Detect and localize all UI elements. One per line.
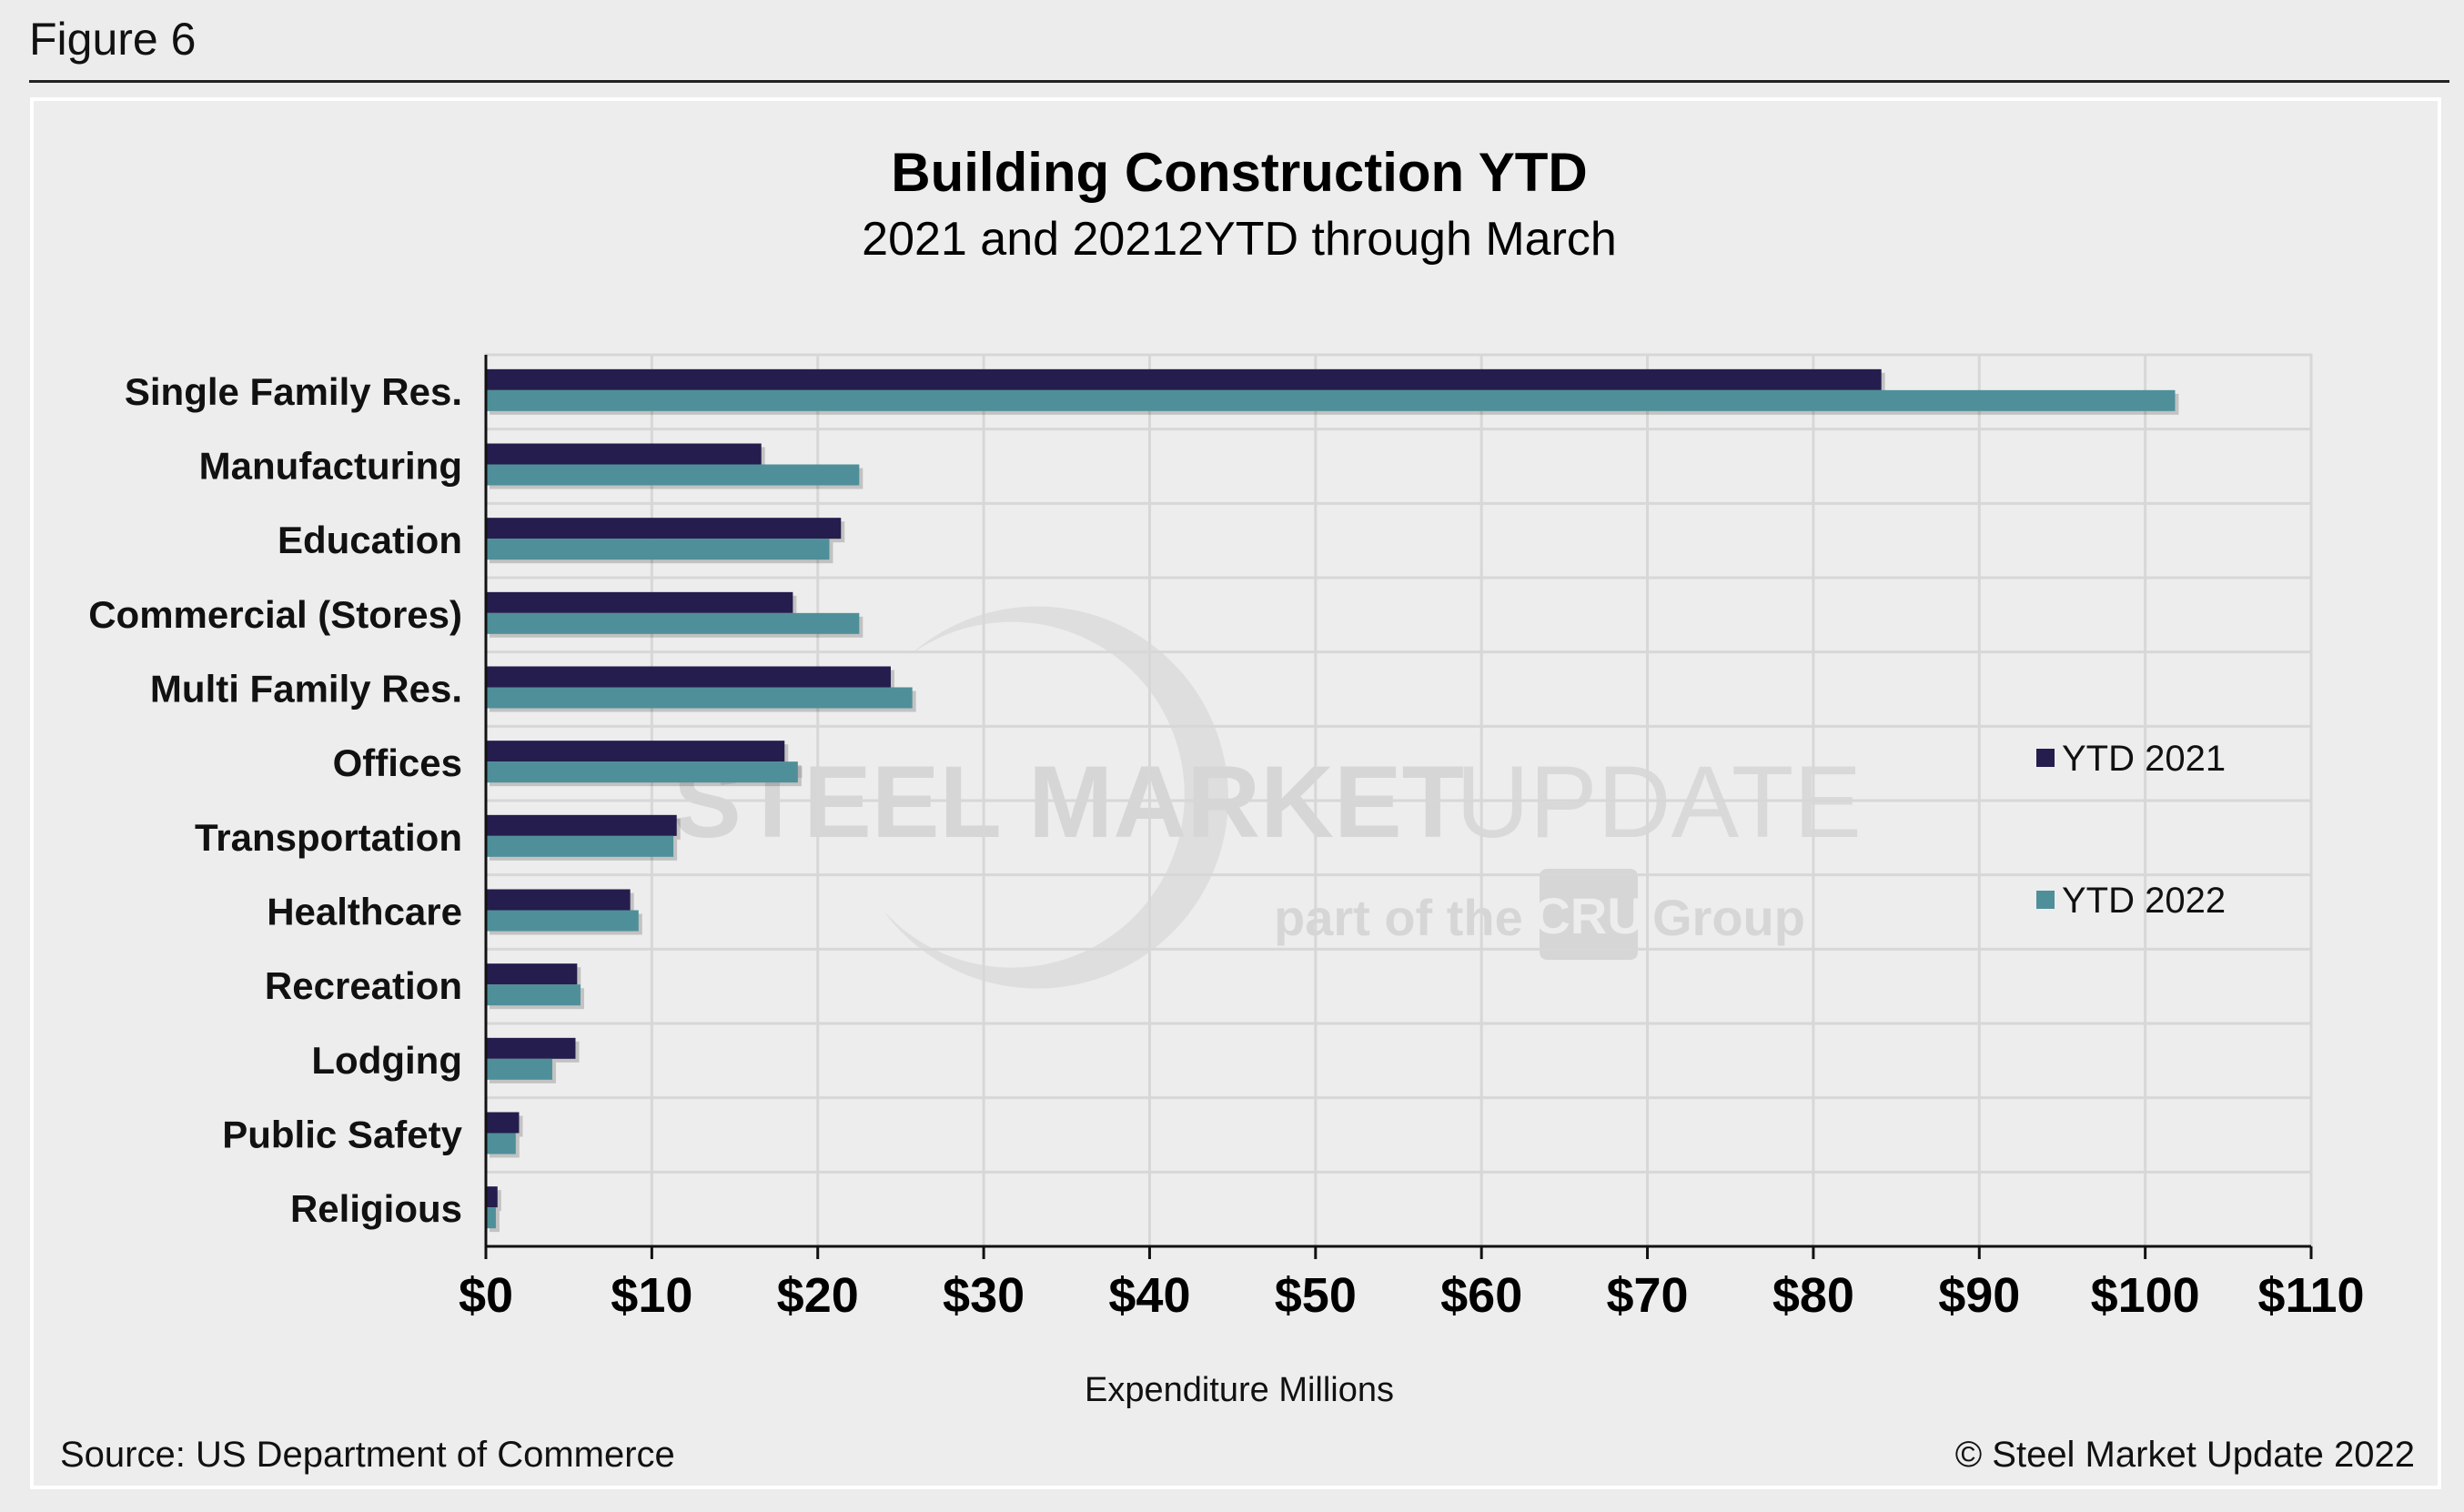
axes bbox=[484, 355, 2313, 1259]
x-tick-label-1: $10 bbox=[611, 1268, 692, 1323]
bar-ytd-2021-4 bbox=[486, 666, 891, 688]
legend-swatch-ytd-2022 bbox=[2036, 891, 2055, 909]
x-tick-label-8: $80 bbox=[1772, 1268, 1854, 1323]
category-label-10: Public Safety bbox=[222, 1114, 462, 1156]
category-label-3: Commercial (Stores) bbox=[88, 593, 462, 636]
category-label-11: Religious bbox=[290, 1187, 462, 1230]
x-tick-label-2: $20 bbox=[777, 1268, 859, 1323]
bar-ytd-2022-10 bbox=[486, 1133, 516, 1154]
copyright-text: © Steel Market Update 2022 bbox=[1955, 1435, 2415, 1475]
bars bbox=[486, 368, 2179, 1233]
bar-ytd-2021-9 bbox=[486, 1037, 576, 1059]
bar-ytd-2022-4 bbox=[486, 687, 913, 709]
top-rule bbox=[29, 80, 2449, 83]
figure-label: Figure 6 bbox=[29, 14, 197, 65]
bar-ytd-2022-1 bbox=[486, 464, 860, 486]
bar-ytd-2022-11 bbox=[486, 1207, 496, 1229]
bar-ytd-2022-2 bbox=[486, 539, 830, 560]
bar-ytd-2021-1 bbox=[486, 443, 762, 465]
category-label-9: Lodging bbox=[311, 1039, 462, 1082]
x-tick-label-11: $110 bbox=[2257, 1268, 2364, 1323]
x-tick-label-6: $60 bbox=[1440, 1268, 1522, 1323]
bar-ytd-2021-5 bbox=[486, 741, 785, 762]
x-tick-label-0: $0 bbox=[459, 1268, 513, 1323]
chart-subtitle: 2021 and 20212YTD through March bbox=[862, 213, 1617, 266]
category-label-4: Multi Family Res. bbox=[150, 668, 462, 711]
bar-ytd-2021-0 bbox=[486, 368, 1882, 390]
labels: $0 $10 $20 $30 $40 $50 $60 $70 $80 $90 $100 $110 Sin… bbox=[88, 370, 2364, 1323]
bar-ytd-2022-6 bbox=[486, 835, 674, 857]
bar-ytd-2022-9 bbox=[486, 1058, 552, 1080]
chart-panel bbox=[30, 97, 2441, 1489]
category-label-7: Healthcare bbox=[267, 891, 462, 933]
bar-ytd-2021-11 bbox=[486, 1186, 498, 1208]
bar-ytd-2022-8 bbox=[486, 984, 581, 1006]
bar-ytd-2021-8 bbox=[486, 963, 578, 985]
category-label-2: Education bbox=[278, 519, 462, 561]
category-label-6: Transportation bbox=[195, 816, 462, 859]
bar-ytd-2022-3 bbox=[486, 612, 860, 634]
x-tick-label-4: $40 bbox=[1108, 1268, 1190, 1323]
x-tick-label-7: $70 bbox=[1606, 1268, 1688, 1323]
bar-ytd-2022-0 bbox=[486, 389, 2176, 411]
watermark-cru-logo bbox=[1540, 869, 1638, 960]
source-text: Source: US Department of Commerce bbox=[60, 1435, 675, 1475]
legend-label-ytd-2022: YTD 2022 bbox=[2062, 881, 2226, 921]
chart-title: Building Construction YTD bbox=[891, 142, 1588, 203]
bar-ytd-2022-5 bbox=[486, 761, 798, 783]
category-label-8: Recreation bbox=[265, 964, 462, 1007]
legend: YTD 2021 YTD 2022 bbox=[2036, 739, 2226, 921]
category-label-1: Manufacturing bbox=[199, 445, 462, 488]
x-tick-label-3: $30 bbox=[943, 1268, 1025, 1323]
bar-ytd-2021-3 bbox=[486, 591, 793, 613]
x-tick-label-10: $100 bbox=[2091, 1268, 2200, 1323]
watermark-cru-text: CRU bbox=[1533, 887, 1643, 944]
bar-ytd-2021-2 bbox=[486, 518, 842, 539]
bar-ytd-2021-7 bbox=[486, 889, 631, 911]
bar-ytd-2022-7 bbox=[486, 910, 639, 932]
legend-label-ytd-2021: YTD 2021 bbox=[2062, 739, 2226, 779]
legend-swatch-ytd-2021 bbox=[2036, 749, 2055, 767]
watermark-group: Group bbox=[1652, 889, 1805, 946]
watermark: STEEL MARKET UPDATE part of the CRU Grou… bbox=[673, 606, 1862, 989]
x-axis-title: Expenditure Millions bbox=[1085, 1371, 1394, 1409]
bar-ytd-2021-6 bbox=[486, 814, 677, 836]
bar-ytd-2021-10 bbox=[486, 1112, 520, 1134]
x-tick-label-9: $90 bbox=[1938, 1268, 2020, 1323]
category-label-0: Single Family Res. bbox=[125, 370, 462, 413]
x-tick-label-5: $50 bbox=[1275, 1268, 1357, 1323]
category-label-5: Offices bbox=[333, 741, 462, 784]
watermark-part-of-the: part of the bbox=[1274, 889, 1523, 946]
